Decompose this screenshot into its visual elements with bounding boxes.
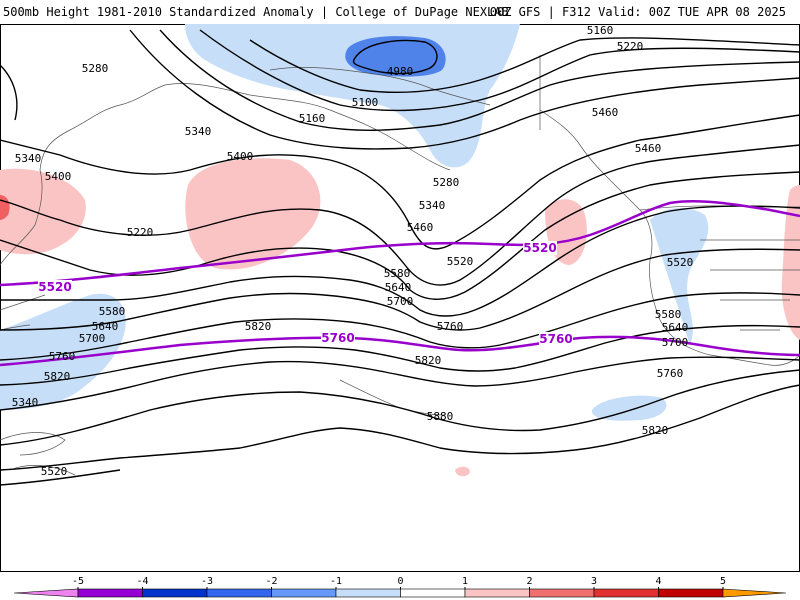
height-contours xyxy=(0,29,800,486)
model-run-info: 00Z GFS | F312 Valid: 00Z TUE APR 08 202… xyxy=(489,5,786,19)
negative-anomaly-westus xyxy=(650,208,709,345)
contour-5520-highlight xyxy=(0,200,800,287)
colorbar-segment xyxy=(271,588,337,598)
contour-label: 5880 xyxy=(427,410,454,423)
colorbar-tick-label: 0 xyxy=(397,576,403,587)
map-title: 500mb Height 1981-2010 Standardized Anom… xyxy=(3,5,509,19)
highlighted-contours xyxy=(0,200,800,367)
contour-label: 5760 xyxy=(437,320,464,333)
map-header: 500mb Height 1981-2010 Standardized Anom… xyxy=(0,0,800,24)
colorbar-tick-label: -4 xyxy=(136,576,148,587)
highlight-contour-label: 5520 xyxy=(523,241,556,255)
anomaly-colorbar: -5 -4 -3 -2 -1 0 1 2 3 4 5 xyxy=(13,576,787,598)
highlight-contour-label: 5760 xyxy=(321,331,354,345)
negative-anomaly-centralpac xyxy=(591,395,667,421)
contour-label: 5580 xyxy=(384,267,411,280)
contour-label: 5520 xyxy=(447,255,474,268)
highlight-contour-label: 5760 xyxy=(539,332,572,346)
positive-anomaly-small xyxy=(455,466,470,477)
contour-label: 5820 xyxy=(245,320,272,333)
contour-label: 5700 xyxy=(79,332,106,345)
colorbar-tick-label: 5 xyxy=(720,576,726,587)
colorbar-segment xyxy=(529,588,595,598)
contour-label: 5160 xyxy=(587,24,614,37)
colorbar-segment xyxy=(335,588,401,598)
contour-label: 5220 xyxy=(127,226,154,239)
contour-label: 5100 xyxy=(352,96,379,109)
colorbar-segment xyxy=(13,588,79,598)
colorbar-segment xyxy=(206,588,272,598)
colorbar-segment xyxy=(658,588,724,598)
positive-anomaly-west xyxy=(0,168,86,255)
colorbar-tick-label: 3 xyxy=(591,576,597,587)
positive-anomaly-east xyxy=(781,185,800,340)
contour-5760-highlight xyxy=(0,335,800,367)
colorbar-segment xyxy=(142,588,208,598)
contour-label: 5640 xyxy=(662,321,689,334)
colorbar-tick-label: -1 xyxy=(330,576,342,587)
colorbar-segment xyxy=(593,588,659,598)
contour-label: 5640 xyxy=(385,281,412,294)
contour-label: 4980 xyxy=(387,65,414,78)
contour-label: 5760 xyxy=(657,367,684,380)
colorbar-segment xyxy=(77,588,143,598)
colorbar-tick-label: 4 xyxy=(655,576,661,587)
contour-label: 5640 xyxy=(92,320,119,333)
contour-label: 5340 xyxy=(185,125,212,138)
contour-label: 5460 xyxy=(635,142,662,155)
anomaly-map: 5160522052805100498053405160540053405460… xyxy=(0,24,800,572)
contour-label: 5580 xyxy=(655,308,682,321)
contour-label: 5400 xyxy=(45,170,72,183)
colorbar-tick-label: -5 xyxy=(72,576,84,587)
contour-label: 5820 xyxy=(415,354,442,367)
contour-label: 5580 xyxy=(99,305,126,318)
contour-label: 5820 xyxy=(44,370,71,383)
contour-label: 5400 xyxy=(227,150,254,163)
colorbar-tick-label: -2 xyxy=(265,576,277,587)
highlight-contour-labels: 5520 5520 5760 5760 xyxy=(38,241,573,346)
contour-labels: 5160522052805100498053405160540053405460… xyxy=(12,24,694,478)
contour-label: 5340 xyxy=(419,199,446,212)
contour-label: 5280 xyxy=(82,62,109,75)
contour-label: 5280 xyxy=(433,176,460,189)
contour-label: 5460 xyxy=(407,221,434,234)
contour-label: 5820 xyxy=(642,424,669,437)
highlight-contour-label: 5520 xyxy=(38,280,71,294)
negative-anomaly-westpac xyxy=(0,293,126,410)
contour-label: 5340 xyxy=(15,152,42,165)
contour-label: 5220 xyxy=(617,40,644,53)
colorbar-segment xyxy=(400,588,466,598)
colorbar-segment xyxy=(464,588,530,598)
contour-label: 5760 xyxy=(49,350,76,363)
contour-label: 5460 xyxy=(592,106,619,119)
contour-label: 5160 xyxy=(299,112,326,125)
contour-label: 5340 xyxy=(12,396,39,409)
colorbar-tick-label: 1 xyxy=(462,576,468,587)
contour-label: 5520 xyxy=(41,465,68,478)
contour-label: 5520 xyxy=(667,256,694,269)
contour-label: 5700 xyxy=(662,336,689,349)
contour-label: 5700 xyxy=(387,295,414,308)
colorbar-tick-label: -3 xyxy=(201,576,213,587)
colorbar-segment xyxy=(722,588,787,598)
colorbar-tick-label: 2 xyxy=(526,576,532,587)
